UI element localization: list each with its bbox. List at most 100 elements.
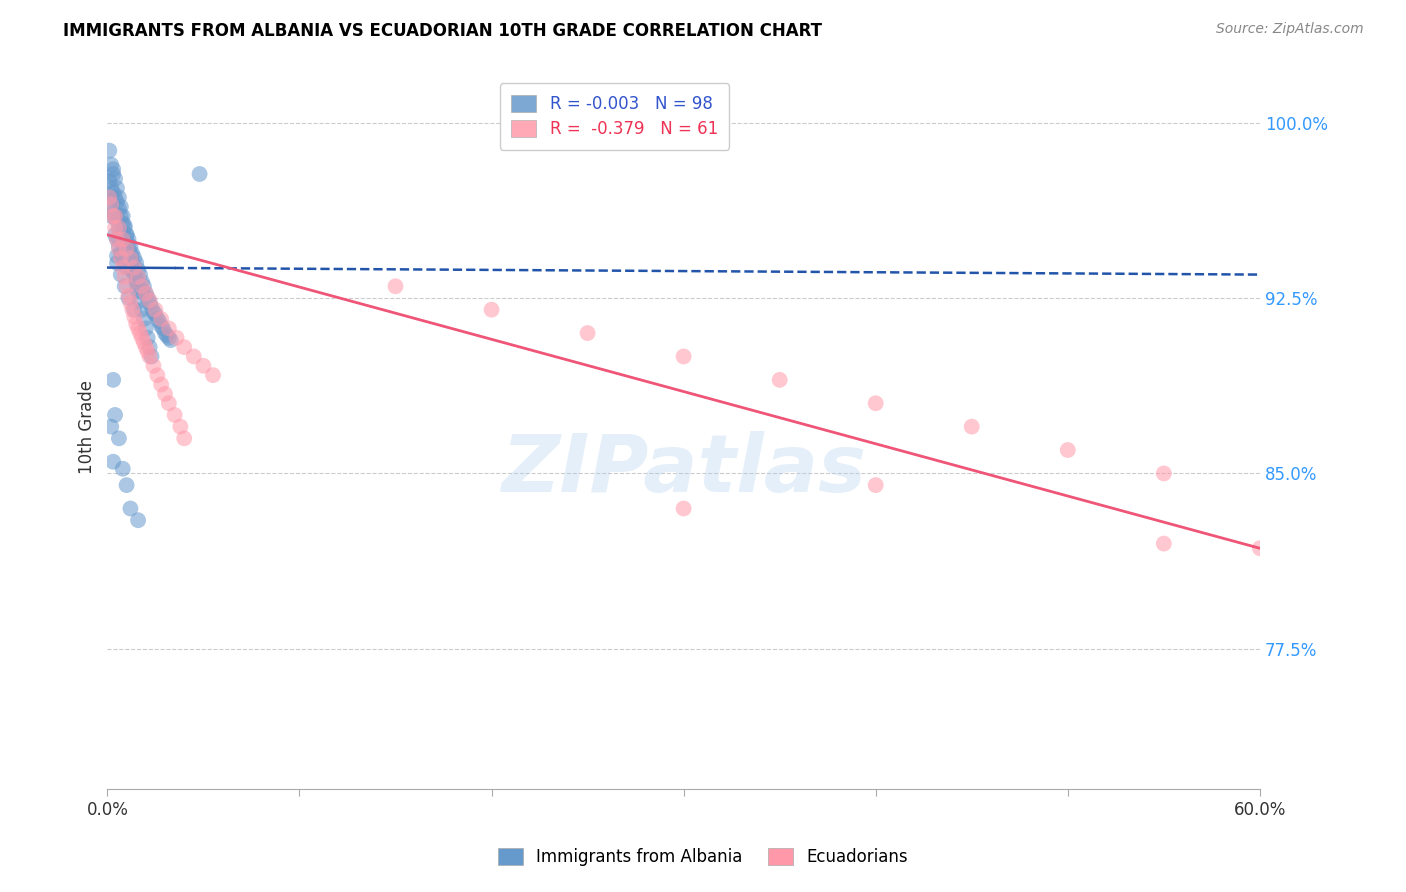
Point <box>132 279 155 293</box>
Point <box>108 239 131 253</box>
Point <box>138 293 160 308</box>
Point <box>129 326 152 340</box>
Point <box>1153 467 1175 481</box>
Point <box>141 350 163 364</box>
Point <box>127 279 149 293</box>
Point <box>127 263 149 277</box>
Point <box>202 368 225 383</box>
Point <box>110 227 132 242</box>
Point <box>1249 541 1271 556</box>
Point <box>183 350 205 364</box>
Point <box>129 293 152 308</box>
Point <box>865 478 887 492</box>
Point <box>136 291 159 305</box>
Point <box>125 256 148 270</box>
Point <box>108 242 131 256</box>
Point <box>117 232 139 246</box>
Point <box>105 256 128 270</box>
Point <box>672 350 695 364</box>
Point <box>104 190 127 204</box>
Point <box>108 220 131 235</box>
Point <box>131 284 153 298</box>
Point <box>384 279 406 293</box>
Point <box>481 302 503 317</box>
Point <box>121 302 143 317</box>
Point <box>111 461 134 475</box>
Point <box>142 305 165 319</box>
Point <box>120 501 142 516</box>
Point <box>111 216 134 230</box>
Point <box>114 279 136 293</box>
Point <box>132 335 155 350</box>
Point <box>135 286 157 301</box>
Point <box>135 286 157 301</box>
Point <box>110 251 132 265</box>
Point <box>101 162 124 177</box>
Point <box>169 419 191 434</box>
Point <box>100 197 122 211</box>
Point <box>136 344 159 359</box>
Point <box>104 209 127 223</box>
Point <box>105 214 128 228</box>
Point <box>122 310 145 324</box>
Y-axis label: 10th Grade: 10th Grade <box>79 380 96 474</box>
Point <box>114 219 136 233</box>
Legend: Immigrants from Albania, Ecuadorians: Immigrants from Albania, Ecuadorians <box>485 834 921 880</box>
Point <box>173 431 195 445</box>
Point <box>120 251 142 265</box>
Point <box>150 312 173 326</box>
Point <box>98 174 121 188</box>
Point <box>122 251 145 265</box>
Point <box>111 232 134 246</box>
Point <box>163 408 186 422</box>
Point <box>157 396 180 410</box>
Point <box>138 295 160 310</box>
Point <box>117 237 139 252</box>
Point <box>110 200 132 214</box>
Point <box>1056 443 1078 458</box>
Point <box>173 340 195 354</box>
Point <box>108 202 131 216</box>
Point <box>101 167 124 181</box>
Point <box>105 195 128 210</box>
Point <box>115 227 138 242</box>
Point <box>153 387 176 401</box>
Point <box>105 232 128 246</box>
Point <box>120 246 142 260</box>
Point <box>121 246 143 260</box>
Point <box>101 373 124 387</box>
Point <box>156 328 179 343</box>
Point <box>104 227 127 242</box>
Point <box>136 331 159 345</box>
Point <box>166 331 188 345</box>
Point <box>117 288 139 302</box>
Point <box>150 377 173 392</box>
Point <box>100 419 122 434</box>
Point <box>120 239 142 253</box>
Point <box>115 244 138 259</box>
Point <box>114 220 136 235</box>
Text: Source: ZipAtlas.com: Source: ZipAtlas.com <box>1216 22 1364 37</box>
Point <box>153 326 176 340</box>
Point <box>115 227 138 242</box>
Point <box>105 181 128 195</box>
Point <box>108 190 131 204</box>
Point <box>131 302 153 317</box>
Point <box>110 268 132 282</box>
Point <box>131 279 153 293</box>
Point <box>576 326 599 340</box>
Point <box>135 340 157 354</box>
Point <box>111 209 134 223</box>
Point <box>193 359 215 373</box>
Point <box>125 275 148 289</box>
Point <box>138 350 160 364</box>
Point <box>131 331 153 345</box>
Point <box>129 268 152 282</box>
Point <box>100 209 122 223</box>
Point <box>1153 536 1175 550</box>
Point <box>127 284 149 298</box>
Point <box>150 319 173 334</box>
Point <box>122 265 145 279</box>
Point <box>105 232 128 246</box>
Point <box>108 220 131 235</box>
